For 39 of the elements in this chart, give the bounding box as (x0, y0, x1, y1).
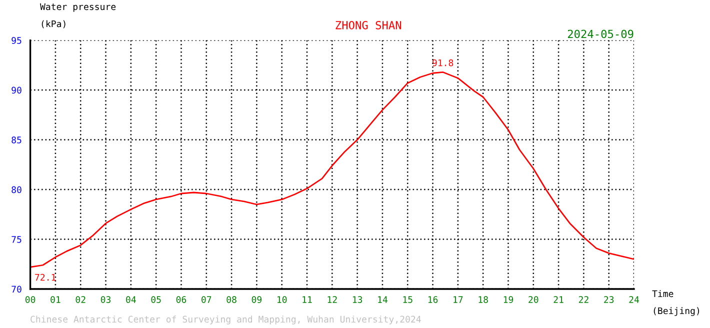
x-tick-label: 22 (578, 296, 588, 303)
x-tick-label: 21 (554, 296, 564, 303)
x-tick-label: 02 (76, 296, 86, 303)
y-tick-label: 70 (12, 286, 22, 293)
x-tick-label: 16 (428, 296, 438, 303)
x-tick-label: 00 (25, 296, 36, 303)
x-tick-label: 08 (226, 296, 236, 303)
y-tick-label: 75 (12, 236, 22, 243)
y-axis-title: Water pressure (kPa) (40, 3, 116, 28)
x-tick-label: 18 (478, 296, 488, 303)
x-axis-title: Time (Beijing) (652, 290, 700, 316)
x-tick-label: 14 (378, 296, 388, 303)
x-tick-label: 12 (328, 296, 337, 303)
y-tick-label: 95 (12, 37, 22, 44)
annotation: 72.1 (35, 274, 56, 281)
x-tick-label: 13 (352, 296, 362, 303)
x-tick-label: 10 (277, 296, 287, 303)
x-tick-label: 17 (454, 296, 463, 303)
x-tick-label: 04 (126, 296, 136, 303)
y-tick-label: 90 (12, 86, 22, 94)
text: Chinese Antarctic Center of Surveying and Mapping, Wuhan University,2024 (30, 316, 421, 324)
chart-subtitle: 2024-05-09 (568, 30, 634, 38)
y-tick-label: 85 (12, 136, 22, 144)
x-tick-label: 24 (629, 296, 640, 303)
x-tick-label: 09 (252, 296, 262, 303)
x-tick-label: 07 (202, 296, 212, 303)
x-tick-label: 15 (403, 296, 412, 303)
x-tick-label: 03 (100, 296, 111, 303)
x-tick-label: 01 (50, 296, 60, 303)
x-tick-label: 06 (176, 296, 186, 303)
x-tick-label: 23 (604, 296, 614, 303)
x-tick-label: 11 (302, 296, 312, 303)
chart-title: ZHONG SHAN (336, 20, 402, 30)
line-series (30, 71, 634, 268)
annotation: 91.8 (432, 59, 454, 66)
x-tick-label: 05 (151, 296, 161, 303)
x-tick-label: 19 (504, 296, 514, 303)
y-tick-label: 80 (12, 186, 22, 194)
x-tick-label: 20 (528, 296, 538, 303)
